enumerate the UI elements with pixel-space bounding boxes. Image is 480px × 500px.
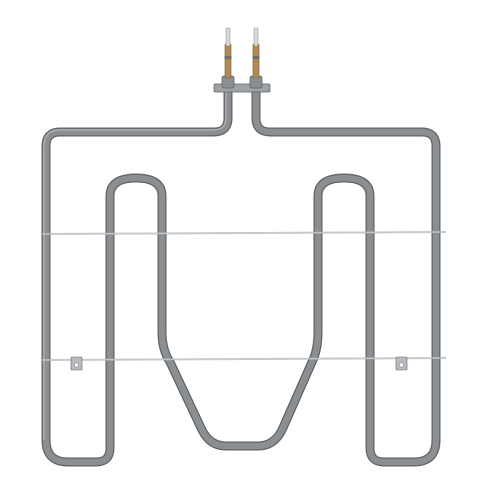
mounting-brackets [70,356,408,371]
left-terminal-pin [224,27,232,79]
right-bracket [395,356,408,371]
tube-highlight [43,88,227,440]
left-bracket [70,356,83,371]
upper-wire-front [41,231,447,235]
support-wires [41,231,447,361]
terminal-mount [213,75,271,93]
lower-wire-front [41,357,447,361]
right-terminal-pin [252,27,260,79]
terminal-pins [224,27,260,79]
heating-element-tube [41,81,441,467]
tube-body [42,82,440,466]
tube-outline [41,81,441,467]
wire-crossings [41,231,447,361]
